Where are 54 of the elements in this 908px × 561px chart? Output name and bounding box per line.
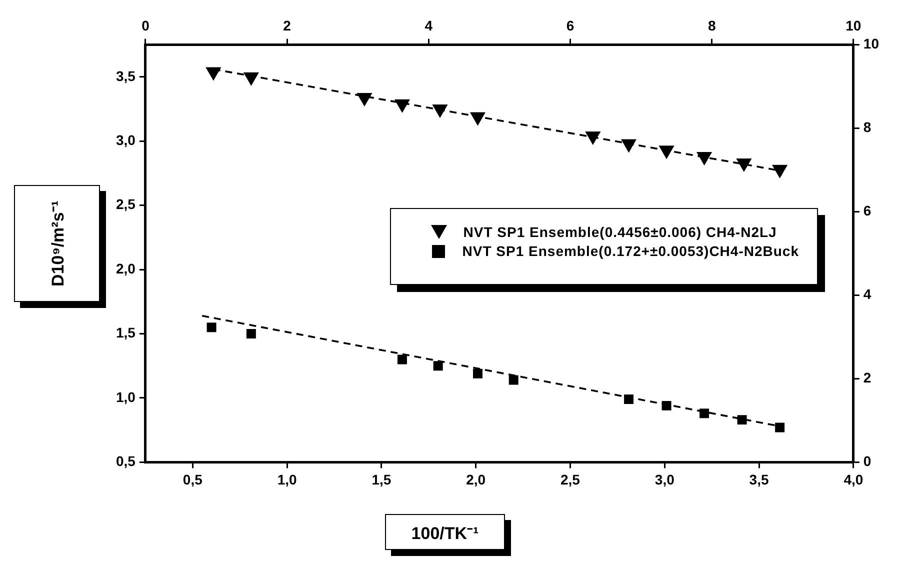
point [696, 152, 712, 166]
point [772, 164, 788, 178]
point [397, 354, 407, 364]
y2-tick-label: 2 [863, 370, 872, 386]
y2-tick-label: 6 [863, 202, 872, 219]
point [244, 72, 259, 86]
point [472, 368, 482, 378]
y-tick-label: 3,5 [116, 68, 136, 84]
x2-tick-label: 8 [708, 17, 716, 34]
point [659, 146, 674, 159]
x-tick-label: 3,0 [654, 471, 675, 488]
y-tick-label: 2,5 [116, 196, 136, 212]
y-tick-label: 1,0 [116, 388, 136, 405]
point [775, 422, 785, 432]
point [246, 329, 256, 339]
x2-tick-label: 4 [424, 17, 433, 34]
x2-tick-label: 6 [566, 17, 574, 34]
y-axis-title: D10⁹/m²s⁻¹ [48, 200, 68, 286]
y2-tick-label: 4 [863, 286, 872, 302]
x-tick-label: 1,0 [277, 471, 297, 488]
x-tick-label: 3,5 [749, 471, 769, 488]
x-tick-label: 0,5 [182, 471, 203, 488]
y2-tick-label: 10 [863, 36, 880, 52]
y-tick-label: 0,5 [116, 453, 136, 470]
x-tick-label: 1,5 [372, 471, 392, 488]
point [508, 375, 518, 385]
x2-tick-label: 10 [846, 17, 862, 34]
y2-tick-label: 8 [863, 119, 872, 136]
point [206, 322, 216, 332]
point [624, 394, 634, 404]
x-tick-label: 4,0 [844, 471, 864, 488]
x2-tick-label: 0 [142, 17, 150, 34]
point [433, 361, 443, 371]
point [737, 415, 747, 425]
point [700, 408, 710, 418]
point [432, 104, 448, 118]
legend-label: NVT SP1 Ensemble(0.4456±0.006) CH4-N2LJ [463, 224, 777, 240]
legend-label: NVT SP1 Ensemble(0.172+±0.0053)CH4-N2Buck [462, 243, 799, 259]
y2-tick-label: 0 [863, 453, 872, 470]
y-tick-label: 1,5 [116, 324, 136, 341]
x-tick-label: 2,5 [560, 471, 580, 488]
point [621, 139, 636, 152]
point [470, 112, 486, 126]
point [206, 67, 221, 80]
y-tick-label: 3,0 [116, 132, 136, 148]
point [357, 92, 372, 106]
x-axis-title: 100/TK⁻¹ [411, 522, 479, 544]
y-tick-label: 2,0 [116, 260, 136, 276]
point [736, 158, 752, 172]
point [394, 99, 410, 112]
x-tick-label: 2,0 [466, 471, 486, 488]
point [662, 400, 672, 410]
point [585, 131, 600, 144]
x2-tick-label: 2 [283, 17, 292, 34]
